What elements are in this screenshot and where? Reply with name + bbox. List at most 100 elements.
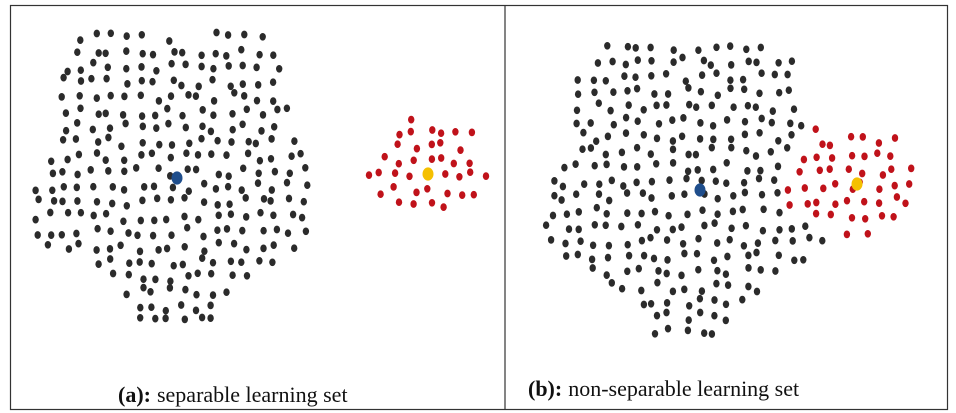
- dot: [59, 167, 66, 176]
- dot: [701, 329, 708, 337]
- dot: [377, 190, 384, 199]
- dot: [607, 106, 614, 115]
- caption-text: non-separable learning set: [568, 376, 799, 401]
- dot: [223, 225, 231, 233]
- dot: [428, 198, 436, 207]
- dot: [76, 91, 83, 100]
- dot: [58, 93, 65, 101]
- dot: [713, 69, 720, 78]
- dot: [136, 247, 144, 256]
- dot: [874, 149, 881, 158]
- dot: [739, 205, 746, 214]
- dot: [698, 287, 706, 295]
- dot: [728, 143, 735, 152]
- dot: [712, 177, 719, 186]
- dot: [452, 127, 459, 136]
- dot: [167, 195, 175, 204]
- dot: [622, 129, 630, 137]
- dot: [268, 135, 275, 143]
- dot: [848, 151, 856, 160]
- dot: [105, 133, 112, 142]
- dot: [139, 49, 146, 58]
- dot: [199, 122, 206, 131]
- dot: [686, 301, 693, 310]
- dot: [209, 258, 217, 267]
- dot: [767, 147, 774, 156]
- dot: [123, 64, 130, 73]
- dot: [139, 122, 146, 131]
- dot: [745, 57, 752, 66]
- dot: [785, 86, 792, 95]
- dot: [88, 74, 95, 83]
- dot: [207, 314, 214, 322]
- dot: [574, 76, 581, 84]
- dot: [879, 171, 887, 179]
- dot: [139, 196, 146, 205]
- dot: [722, 300, 730, 309]
- dot: [302, 163, 309, 172]
- dot: [683, 174, 690, 183]
- dot: [226, 200, 233, 209]
- dot: [298, 213, 306, 222]
- dot: [728, 61, 735, 69]
- dot: [102, 156, 109, 164]
- dot: [757, 43, 764, 52]
- dot: [107, 227, 114, 236]
- dot: [562, 239, 569, 248]
- dot: [123, 32, 130, 40]
- dot: [632, 44, 639, 52]
- dot: [413, 188, 420, 197]
- dot: [117, 241, 124, 250]
- dot: [713, 279, 720, 288]
- dot: [207, 127, 215, 136]
- dot: [776, 225, 783, 234]
- dot: [624, 267, 631, 276]
- dot: [260, 195, 268, 203]
- dot: [891, 134, 899, 142]
- dot: [648, 71, 655, 80]
- dot: [771, 176, 778, 184]
- dot: [121, 92, 128, 101]
- dot: [739, 295, 746, 304]
- dot: [164, 104, 171, 113]
- dot: [109, 183, 117, 191]
- dot: [669, 159, 677, 167]
- dot: [139, 138, 146, 147]
- dot: [459, 191, 466, 199]
- dot: [77, 66, 85, 75]
- dot: [270, 97, 277, 105]
- dot: [711, 219, 718, 227]
- dot: [685, 150, 692, 159]
- dot: [752, 152, 760, 160]
- dot: [609, 57, 616, 66]
- dot: [859, 169, 866, 178]
- dot: [635, 264, 642, 273]
- dot: [759, 226, 767, 235]
- dot: [697, 87, 705, 96]
- dot: [669, 225, 676, 234]
- dot: [223, 288, 230, 297]
- dot: [64, 67, 71, 76]
- dot: [239, 120, 246, 129]
- dot: [575, 225, 582, 234]
- dot: [694, 166, 701, 174]
- dot: [269, 258, 276, 267]
- dot: [622, 60, 629, 69]
- dot: [394, 140, 401, 149]
- dot: [245, 137, 252, 146]
- dot: [74, 119, 81, 127]
- dot: [62, 109, 70, 117]
- dot: [107, 255, 114, 263]
- dot: [754, 239, 762, 247]
- dot: [651, 207, 659, 216]
- dot: [739, 75, 747, 84]
- dot: [727, 76, 734, 85]
- dot: [755, 174, 763, 183]
- dot: [74, 197, 81, 205]
- dot: [256, 50, 263, 59]
- dot: [851, 177, 863, 191]
- dot: [482, 172, 490, 180]
- dot: [182, 60, 189, 69]
- dot: [784, 70, 791, 79]
- dot: [740, 178, 748, 187]
